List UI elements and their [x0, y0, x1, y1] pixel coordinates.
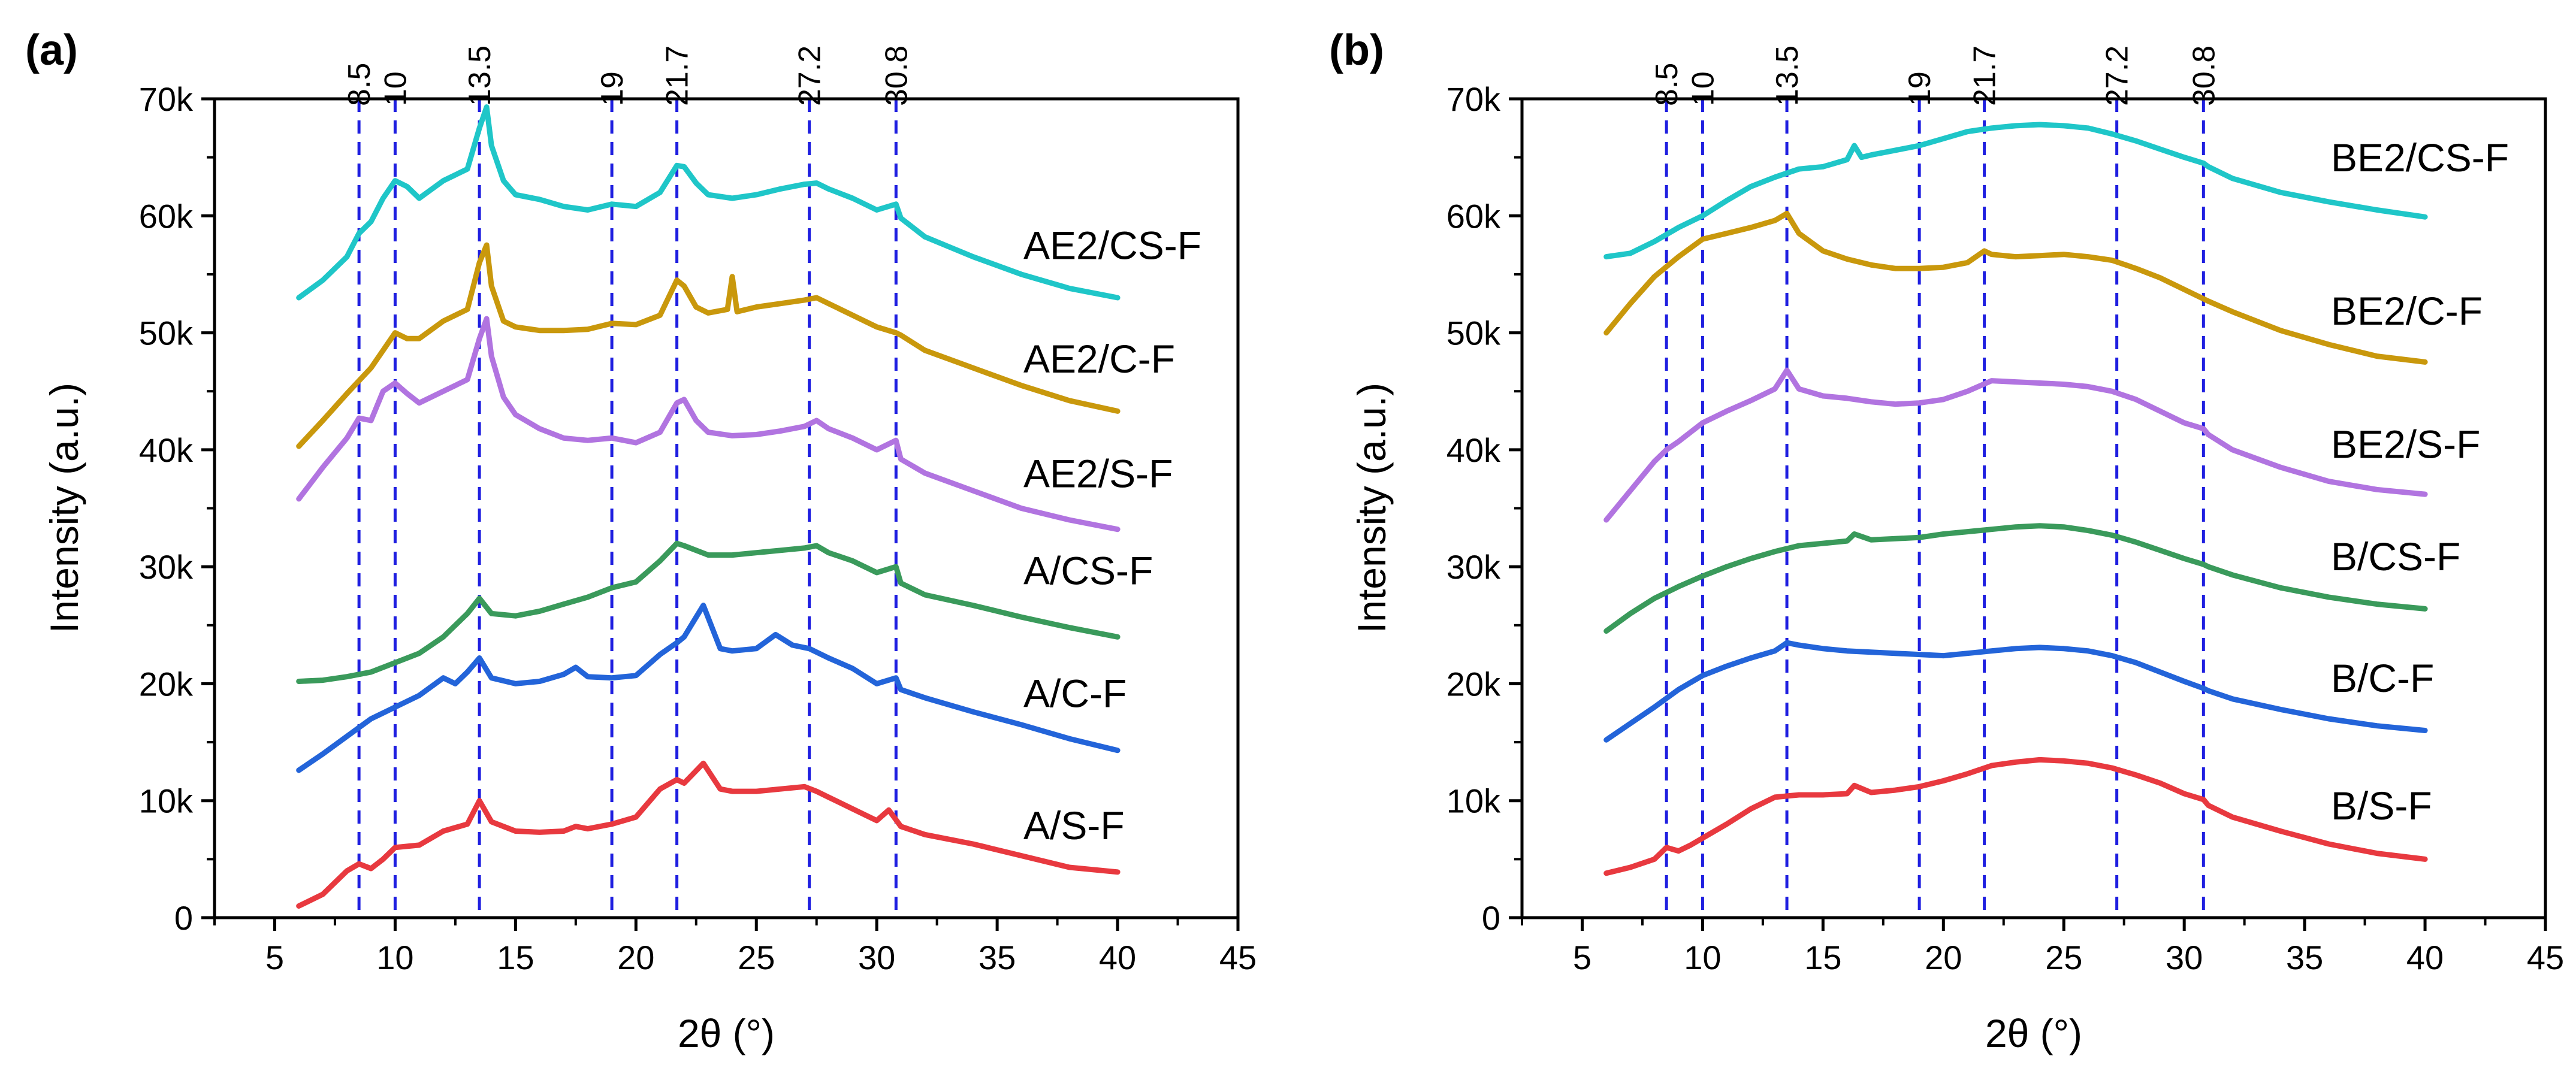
y-tick-label: 10k [139, 782, 194, 820]
series-label: AE2/CS-F [1023, 223, 1201, 268]
series-line [296, 603, 1121, 773]
reference-line-label: 13.5 [463, 46, 497, 106]
series-label: AE2/C-F [1023, 337, 1175, 381]
x-axis-title: 2θ (°) [678, 1011, 775, 1055]
reference-line-label: 10 [1686, 71, 1720, 106]
reference-line-label: 8.5 [1650, 63, 1684, 106]
x-tick-label: 5 [265, 939, 284, 976]
panel-a: (a) 5 10 15 20 25 30 35 40 45 0 10k 20k 30k 40k 50k 60k… [25, 26, 1257, 1055]
y-tick-label: 50k [139, 314, 194, 352]
series-label: BE2/CS-F [2331, 135, 2509, 180]
reference-line-label: 8.5 [342, 63, 377, 106]
x-tick-label: 10 [1684, 939, 1721, 976]
panel-label: (b) [1329, 26, 1384, 74]
series-label: A/S-F [1023, 803, 1125, 848]
x-tick-label: 5 [1573, 939, 1591, 976]
x-tick-label: 40 [2406, 939, 2444, 976]
panel-b: (b) 5 10 15 20 25 30 35 40 45 0 10k 20k 30k 40k 50k 60k… [1329, 26, 2564, 1055]
reference-line-label: 27.2 [793, 46, 828, 106]
x-tick-label: 25 [738, 939, 775, 976]
series-line [1603, 367, 2428, 523]
x-tick-label: 20 [617, 939, 654, 976]
series-line [1603, 523, 2428, 634]
y-tick-label: 20k [139, 665, 194, 703]
y-tick-label: 30k [1446, 548, 1501, 586]
series-line [1603, 757, 2428, 876]
series-label: B/CS-F [2331, 534, 2460, 579]
y-tick-label: 20k [1446, 665, 1501, 703]
y-tick-label: 50k [1446, 314, 1501, 352]
y-axis-title: Intensity (a.u.) [42, 383, 86, 633]
x-tick-label: 30 [858, 939, 895, 976]
y-tick-label: 70k [139, 80, 194, 118]
series-line [296, 104, 1121, 301]
panel-label: (a) [25, 26, 78, 74]
series-label: B/S-F [2331, 783, 2432, 828]
y-tick-label: 0 [1482, 899, 1500, 937]
y-tick-label: 60k [1446, 197, 1501, 235]
reference-line-label: 13.5 [1770, 46, 1805, 106]
x-tick-label: 20 [1925, 939, 1962, 976]
series-label: BE2/C-F [2331, 289, 2483, 333]
x-tick-label: 15 [497, 939, 534, 976]
series-label: BE2/S-F [2331, 422, 2480, 467]
y-axis-title: Intensity (a.u.) [1349, 383, 1394, 633]
reference-line-label: 21.7 [660, 46, 695, 106]
y-tick-label: 40k [1446, 431, 1501, 469]
series-label: A/C-F [1023, 671, 1127, 715]
series-line [296, 540, 1121, 684]
x-tick-label: 45 [2527, 939, 2564, 976]
reference-line-label: 19 [595, 71, 630, 106]
x-tick-label: 25 [2045, 939, 2082, 976]
series-label: B/C-F [2331, 656, 2434, 700]
series-line [1603, 210, 2428, 365]
reference-line-label: 10 [378, 71, 413, 106]
y-tick-label: 40k [139, 431, 194, 469]
x-tick-label: 40 [1099, 939, 1136, 976]
x-tick-label: 10 [376, 939, 413, 976]
reference-line-label: 27.2 [2100, 46, 2135, 106]
series-label: AE2/S-F [1023, 451, 1173, 495]
x-tick-label: 15 [1804, 939, 1841, 976]
series-line [296, 316, 1121, 533]
series-label: A/CS-F [1023, 548, 1153, 592]
reference-line-label: 19 [1902, 71, 1937, 106]
x-axis-title: 2θ (°) [1985, 1011, 2082, 1055]
series-line [296, 760, 1121, 909]
x-tick-label: 45 [1219, 939, 1257, 976]
reference-line-label: 21.7 [1968, 46, 2003, 106]
y-tick-label: 70k [1446, 80, 1501, 118]
series-line [1603, 640, 2428, 743]
series-line [296, 242, 1121, 449]
x-tick-label: 35 [2286, 939, 2323, 976]
x-tick-label: 30 [2166, 939, 2203, 976]
y-tick-label: 30k [139, 548, 194, 586]
y-tick-label: 10k [1446, 782, 1501, 820]
reference-line-label: 30.8 [2187, 46, 2221, 106]
series-line [1603, 122, 2428, 260]
y-tick-label: 60k [139, 197, 194, 235]
x-tick-label: 35 [979, 939, 1016, 976]
reference-line-label: 30.8 [879, 46, 914, 106]
y-tick-label: 0 [174, 899, 193, 937]
